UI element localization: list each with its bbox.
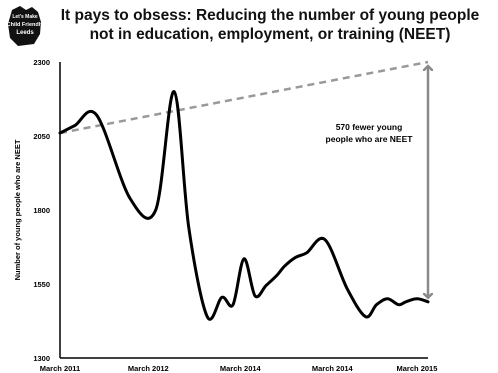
annotation-line2: people who are NEET: [326, 134, 414, 144]
y-tick-label: 1300: [33, 354, 50, 363]
y-axis-label: Number of young people who are NEET: [13, 139, 22, 280]
x-tick-label: March 2014: [312, 364, 354, 373]
y-tick-label: 1800: [33, 206, 50, 215]
annotation-line1: 570 fewer young: [336, 122, 403, 132]
logo-line2: Child Friendly: [7, 22, 45, 28]
y-tick-label: 2300: [33, 58, 50, 67]
x-tick-label: March 2014: [220, 364, 262, 373]
x-tick-label: March 2012: [128, 364, 169, 373]
logo-line1: Let's Make: [12, 14, 38, 20]
neet-series-line: [58, 90, 430, 321]
trend-line: [59, 60, 429, 135]
logo-line3: Leeds: [16, 30, 34, 36]
x-tick-label: March 2011: [40, 364, 80, 373]
hand-badge-icon: [8, 6, 41, 46]
child-friendly-leeds-logo: Let's Make Child Friendly Leeds: [7, 6, 45, 46]
chart-title: It pays to obsess: Reducing the number o…: [60, 7, 480, 43]
y-tick-label: 2050: [33, 132, 50, 141]
x-tick-label: March 2015: [397, 364, 438, 373]
y-tick-label: 1550: [33, 280, 50, 289]
